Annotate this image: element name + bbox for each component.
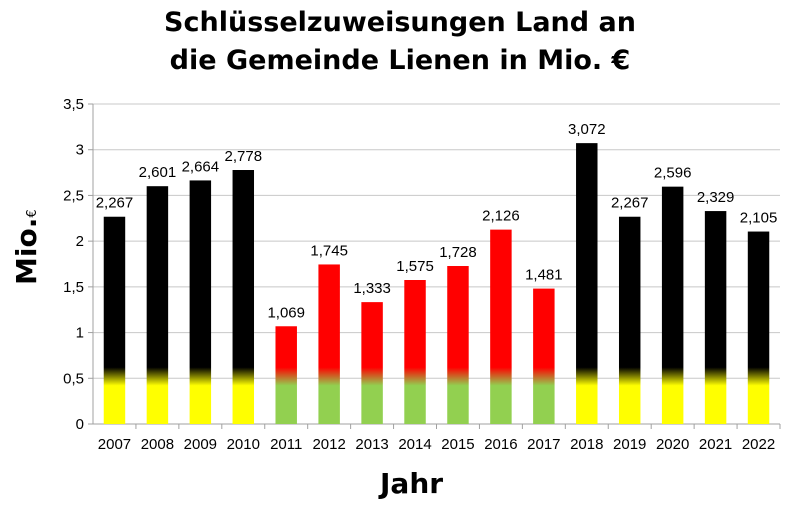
x-tick-label-2010: 2010	[227, 436, 260, 453]
data-label-2007: 2,267	[96, 195, 134, 212]
data-label-2018: 3,072	[568, 121, 606, 138]
chart-title: Schlüsselzuweisungen Land an die Gemeind…	[0, 4, 800, 80]
bar-2011	[275, 326, 297, 424]
x-tick-label-2016: 2016	[484, 436, 517, 453]
y-tick-label: 2,5	[63, 187, 84, 204]
y-tick-label: 0	[76, 416, 84, 433]
data-label-2017: 1,481	[525, 267, 563, 284]
x-axis-label: Jahr	[380, 467, 444, 500]
bar-2020	[661, 186, 684, 424]
data-label-2019: 2,267	[611, 195, 649, 212]
bar-2014	[404, 280, 426, 424]
chart-title-line-2: die Gemeinde Lienen in Mio. €	[169, 45, 631, 76]
x-tick-label-2021: 2021	[699, 436, 732, 453]
x-tick-label-2012: 2012	[312, 436, 345, 453]
data-label-2012: 1,745	[310, 242, 348, 259]
x-tick-label-2008: 2008	[141, 436, 174, 453]
y-tick-label: 1	[76, 325, 84, 342]
y-axis-label-text: Mio.	[10, 217, 43, 285]
bar-2015	[447, 266, 469, 424]
bar-2008	[146, 186, 169, 424]
x-tick-label-2019: 2019	[613, 436, 646, 453]
data-label-2008: 2,601	[139, 164, 177, 181]
x-tick-label-2011: 2011	[270, 436, 302, 453]
x-tick-label-2022: 2022	[742, 436, 775, 453]
data-label-2010: 2,778	[225, 148, 263, 165]
chart-title-line-1: Schlüsselzuweisungen Land an	[164, 7, 636, 38]
y-axis-label: Mio.€	[10, 209, 43, 285]
data-label-2022: 2,105	[740, 210, 778, 227]
bar-2017	[533, 288, 555, 424]
bar-2018	[576, 143, 598, 425]
y-tick-label: 3,5	[63, 96, 84, 113]
bar-2007	[103, 216, 126, 424]
bar-2009	[189, 180, 212, 424]
x-tick-label-2015: 2015	[441, 436, 474, 453]
y-tick-label: 0,5	[63, 370, 84, 387]
bar-2021	[704, 211, 727, 424]
x-tick-label-2009: 2009	[184, 436, 217, 453]
y-tick-label: 2	[76, 233, 84, 250]
data-label-2015: 1,728	[439, 244, 477, 261]
bar-2012	[318, 264, 340, 424]
x-tick-label-2014: 2014	[398, 436, 431, 453]
x-tick-label-2020: 2020	[656, 436, 689, 453]
data-label-2016: 2,126	[482, 208, 520, 225]
bar-2010	[232, 170, 255, 424]
data-label-2021: 2,329	[697, 189, 735, 206]
data-label-2014: 1,575	[396, 258, 434, 275]
x-tick-label-2013: 2013	[355, 436, 388, 453]
data-label-2011: 1,069	[267, 304, 305, 321]
data-label-2020: 2,596	[654, 165, 692, 182]
bar-2019	[618, 216, 641, 424]
data-label-2013: 1,333	[353, 280, 391, 297]
bar-2016	[490, 229, 512, 424]
y-axis-label-unit: €	[25, 209, 40, 218]
x-tick-label-2007: 2007	[98, 436, 131, 453]
x-tick-label-2017: 2017	[527, 436, 560, 453]
data-label-2009: 2,664	[182, 158, 220, 175]
y-tick-label: 1,5	[63, 279, 84, 296]
bar-2013	[361, 302, 383, 424]
x-tick-label-2018: 2018	[570, 436, 603, 453]
y-tick-label: 3	[76, 142, 84, 159]
bar-2022	[747, 231, 770, 424]
